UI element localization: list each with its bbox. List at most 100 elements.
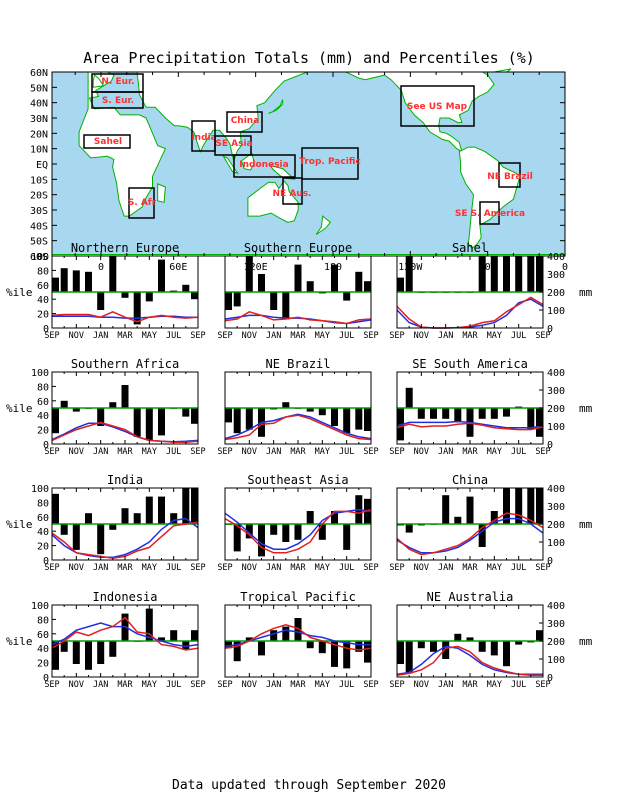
percentile-bar xyxy=(72,270,80,292)
pct-tick-label: 60 xyxy=(37,281,49,292)
percentile-bar xyxy=(258,641,265,656)
month-label: JAN xyxy=(93,447,108,457)
normal-precip-line xyxy=(396,420,544,429)
percentile-bar xyxy=(442,408,450,419)
lat-label: 20N xyxy=(30,129,48,140)
percentile-bar xyxy=(225,641,232,649)
month-label: MAR xyxy=(462,680,478,690)
observed-precip-line xyxy=(51,421,199,443)
month-label: JUL xyxy=(166,331,181,341)
month-label: SEP xyxy=(363,331,378,341)
percentile-bar xyxy=(60,641,68,652)
region-box xyxy=(233,154,296,178)
month-label: JAN xyxy=(266,331,281,341)
normal-precip-line xyxy=(52,315,198,319)
percentile-bar xyxy=(405,641,413,674)
percentile-bar xyxy=(72,641,80,664)
percentile-bar xyxy=(121,385,129,408)
month-label: MAY xyxy=(315,331,330,341)
normal-precip-line xyxy=(224,413,372,440)
percentile-bar xyxy=(60,268,68,292)
percentile-bar xyxy=(318,524,326,540)
mm-tick-label: 400 xyxy=(547,484,565,495)
month-label: SEP xyxy=(535,447,550,457)
continent-asia xyxy=(136,71,308,163)
pct-axis-label: %ile xyxy=(6,635,33,648)
panel-title: NE Australia xyxy=(427,590,514,604)
percentile-bar xyxy=(490,511,498,524)
panel-title: Southern Europe xyxy=(244,241,352,255)
month-label: MAR xyxy=(290,447,306,457)
mm-tick-label: 200 xyxy=(547,404,565,415)
lat-label: 30S xyxy=(30,206,48,217)
panel: Tropical Pacific SEP NOV JAN MAR MAY JUL SEP xyxy=(217,590,378,690)
percentile-bar xyxy=(258,524,265,557)
percentile-bar xyxy=(364,281,371,292)
figure-title: Area Precipitation Totals (mm) and Perce… xyxy=(83,49,535,67)
mm-tick-label: 300 xyxy=(547,270,565,281)
region-label: Sahel xyxy=(94,137,122,147)
observed-precip-line xyxy=(396,422,544,431)
percentile-bar xyxy=(52,493,59,524)
pct-tick-label: 60 xyxy=(37,397,49,408)
month-label: SEP xyxy=(535,680,550,690)
month-label: JUL xyxy=(511,563,526,573)
percentile-bar xyxy=(490,641,498,656)
month-label: JAN xyxy=(438,680,453,690)
month-label: JUL xyxy=(511,331,526,341)
percentile-bar xyxy=(233,524,241,552)
month-label: MAR xyxy=(117,447,133,457)
mm-tick-label: 0 xyxy=(547,556,553,567)
percentile-bar xyxy=(233,408,241,434)
continent-australia xyxy=(247,180,299,223)
percentile-bar xyxy=(109,402,117,408)
percentile-bar xyxy=(145,292,153,302)
percentile-bar xyxy=(294,618,302,641)
percentile-bar xyxy=(60,400,68,408)
mm-tick-label: 200 xyxy=(547,520,565,531)
percentile-bar xyxy=(270,630,278,641)
region-label: S. Eur. xyxy=(102,96,134,106)
month-label: MAR xyxy=(462,447,478,457)
region-box xyxy=(128,187,155,219)
lat-label: 60S xyxy=(30,252,48,263)
month-label: NOV xyxy=(242,447,257,457)
normal-precip-line xyxy=(51,622,199,648)
percentile-bar xyxy=(536,408,543,437)
pct-axis-label: %ile xyxy=(6,286,33,299)
month-label: MAR xyxy=(290,680,306,690)
lat-label: 50N xyxy=(30,83,48,94)
month-label: MAR xyxy=(117,331,133,341)
panel-title: India xyxy=(107,473,143,487)
lat-label: 40S xyxy=(30,221,48,232)
island-japan xyxy=(268,99,284,114)
month-label: NOV xyxy=(69,447,84,457)
percentile-bar xyxy=(331,641,338,667)
month-label: SEP xyxy=(190,447,205,457)
month-label: SEP xyxy=(389,331,404,341)
month-label: SEP xyxy=(217,447,232,457)
percentile-bar xyxy=(145,408,153,441)
month-label: MAY xyxy=(487,680,502,690)
month-label: SEP xyxy=(217,680,232,690)
month-label: JUL xyxy=(166,447,181,457)
percentile-bar xyxy=(490,256,498,292)
pct-tick-label: 20 xyxy=(37,426,49,437)
percentile-bar xyxy=(145,496,153,524)
region-label: NE Brazil xyxy=(487,172,533,182)
panel-title: Tropical Pacific xyxy=(240,590,356,604)
pct-tick-label: 40 xyxy=(37,527,49,538)
percentile-bar xyxy=(417,641,425,649)
month-label: JAN xyxy=(438,563,453,573)
region-label: See US Map xyxy=(407,102,468,112)
percentile-bar xyxy=(158,637,165,641)
month-label: SEP xyxy=(535,331,550,341)
percentile-bar xyxy=(405,387,413,408)
month-label: JAN xyxy=(93,680,108,690)
percentile-bar xyxy=(133,513,141,524)
percentile-bar xyxy=(60,524,68,535)
percentile-bar xyxy=(527,488,535,524)
month-label: SEP xyxy=(389,447,404,457)
